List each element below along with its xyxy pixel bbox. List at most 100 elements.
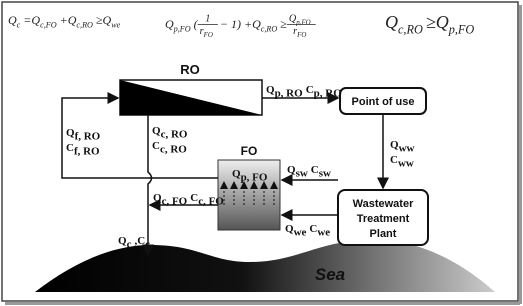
text-run: Q xyxy=(289,13,297,24)
point-of-use-label: Point of use xyxy=(352,96,415,108)
text-run: Q xyxy=(31,13,40,27)
text-run: Q xyxy=(285,223,294,235)
subscript: f, RO xyxy=(75,130,101,142)
text-run: 1 xyxy=(205,13,210,24)
text-run: Q xyxy=(118,235,127,247)
subscript: sw xyxy=(296,167,308,179)
wwtp-box xyxy=(337,189,429,246)
subscript: c,RO xyxy=(261,25,278,34)
text-run: Q xyxy=(103,13,112,27)
subscript: c,FO xyxy=(40,21,57,30)
wwtp-label: Wastewater xyxy=(353,198,414,210)
text-run: Q xyxy=(8,13,17,27)
subscript: p, RO xyxy=(275,87,304,99)
frame-shadow xyxy=(519,5,522,304)
text-run: ≥ xyxy=(426,12,436,32)
fraction-numerator: 1 xyxy=(205,13,210,24)
text-run: Q xyxy=(66,127,75,139)
subscript: c,RO xyxy=(398,22,423,36)
text-run: C xyxy=(152,140,160,152)
ro-label: RO xyxy=(180,62,200,77)
text-run: Q xyxy=(266,84,275,96)
flow-lines xyxy=(61,92,389,257)
frame-shadow xyxy=(5,302,520,305)
text-run: ,C xyxy=(134,235,145,247)
text-run: = xyxy=(23,13,31,27)
text-run: Q xyxy=(390,139,399,151)
wwtp-label: Plant xyxy=(370,228,397,240)
subscript: p, RO xyxy=(314,87,343,99)
text-run: ( xyxy=(194,17,199,31)
text-run: C xyxy=(190,192,198,204)
text-run: Q xyxy=(287,164,296,176)
subscript: p,FO xyxy=(448,22,475,36)
text-run: Q xyxy=(165,17,174,31)
subscript: c xyxy=(17,21,21,30)
text-run: r xyxy=(293,26,297,37)
text-run: Q xyxy=(436,12,449,32)
subscript: c xyxy=(145,238,150,250)
text-run: ≥ xyxy=(96,13,103,27)
subscript: ww xyxy=(398,157,414,169)
subscript: p,FO xyxy=(295,19,310,26)
subscript: p, FO xyxy=(241,171,268,183)
subscript: f, RO xyxy=(74,145,100,157)
frame xyxy=(1,1,519,302)
subscript: c, FO xyxy=(198,195,224,207)
subscript: c xyxy=(127,238,132,250)
subscript: c, FO xyxy=(162,195,188,207)
wwtp-label: Treatment xyxy=(357,213,410,225)
text-run: Q xyxy=(232,168,241,180)
text-run: r xyxy=(200,26,204,37)
sea-label: Sea xyxy=(315,265,345,284)
text-run: Q xyxy=(153,192,162,204)
subscript: c, RO xyxy=(161,128,188,140)
fo-label: FO xyxy=(241,144,258,158)
text-run: Q xyxy=(68,13,77,27)
text-run: C xyxy=(306,84,314,96)
subscript: we xyxy=(317,226,330,238)
subscript: FO xyxy=(296,32,306,39)
text-run: Q xyxy=(252,17,261,31)
text-run: + xyxy=(60,13,68,27)
fraction-denominator: r FO xyxy=(293,26,306,39)
subscript: c, RO xyxy=(160,143,187,155)
fraction-denominator: r FO xyxy=(200,26,213,39)
text-run: Q xyxy=(385,12,398,32)
text-run: C xyxy=(390,154,398,166)
subscript: p,FO xyxy=(173,25,191,34)
text-run: C xyxy=(66,142,74,154)
text-run: Q xyxy=(152,125,161,137)
fo-box xyxy=(217,159,281,231)
subscript: ww xyxy=(399,142,415,154)
text-run: − 1) + xyxy=(220,17,252,31)
subscript: FO xyxy=(203,32,213,39)
subscript: we xyxy=(111,21,120,30)
text-run: ≥ xyxy=(280,17,287,31)
subscript: we xyxy=(294,226,307,238)
text-run: C xyxy=(311,164,319,176)
subscript: c,RO xyxy=(76,21,93,30)
text-run: C xyxy=(309,223,317,235)
subscript: sw xyxy=(319,167,331,179)
ro-membrane xyxy=(120,80,262,115)
